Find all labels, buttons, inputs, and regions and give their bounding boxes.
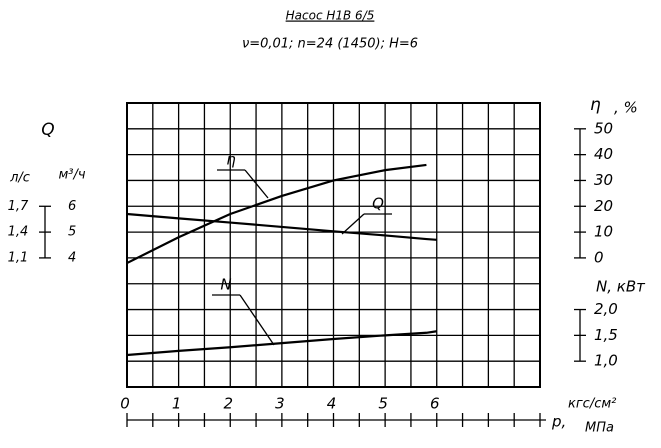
- x-axis-unit: МПа: [585, 421, 614, 436]
- x-axis-unit: кгс/см²: [568, 397, 616, 412]
- x-tick-label: 2: [223, 395, 233, 413]
- chart-title: Насос Н1В 6/5: [286, 9, 375, 23]
- curve-label: N: [220, 276, 231, 294]
- y-tick-label: 20: [594, 197, 613, 215]
- y-tick-label: 40: [594, 145, 613, 163]
- y-axis-unit: л/с: [9, 171, 30, 186]
- y-tick-label: 1,5: [594, 326, 618, 344]
- y-axis-unit: м³/ч: [58, 168, 85, 183]
- y-tick-label: 1,0: [594, 352, 618, 370]
- y3-axis-label: N, кВт: [596, 278, 646, 296]
- y-tick-label: 50: [594, 119, 613, 137]
- x-axis-label: p,: [551, 413, 566, 431]
- curve: [126, 163, 427, 265]
- y-tick-label: 0: [594, 248, 604, 266]
- x-tick-label: 5: [378, 395, 388, 413]
- y-tick-label: 6: [68, 199, 76, 214]
- y-tick-label: 2,0: [594, 300, 618, 318]
- plot-frame: [126, 102, 541, 388]
- y-axis-label: Q: [41, 120, 54, 140]
- leader-line: [239, 294, 275, 346]
- y-tick-label: 30: [594, 171, 613, 189]
- curve-label: Q: [372, 195, 384, 213]
- y-tick-label-alt: 1,7: [8, 199, 29, 214]
- curve: [126, 330, 437, 357]
- y2-axis-label: η: [590, 95, 601, 115]
- y-tick-label: 4: [68, 250, 76, 265]
- y-tick-label: 5: [68, 225, 76, 240]
- x-tick-label: 4: [327, 395, 337, 413]
- y-tick-label: 10: [594, 223, 613, 241]
- x-tick-label: 6: [430, 395, 440, 413]
- curve: [126, 212, 437, 241]
- leader-line: [244, 169, 269, 199]
- leader-line: [341, 213, 365, 235]
- y2-axis-unit: , %: [614, 99, 638, 117]
- x-tick-label: 1: [172, 395, 182, 413]
- curve-label: η: [226, 151, 236, 169]
- chart-subtitle: ν=0,01; n=24 (1450); H=6: [242, 37, 418, 52]
- y-tick-label-alt: 1,1: [8, 250, 29, 265]
- x-tick-label: 0: [120, 395, 130, 413]
- y-tick-label-alt: 1,4: [8, 225, 29, 240]
- x-tick-label: 3: [275, 395, 285, 413]
